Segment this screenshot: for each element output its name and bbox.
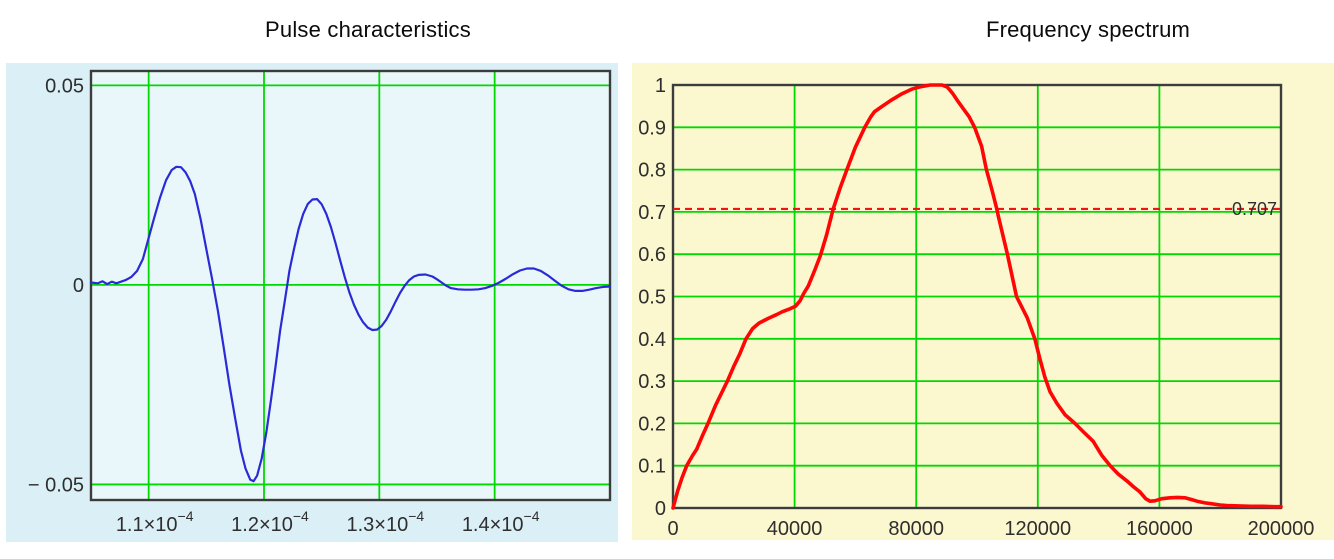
- pulse-curve: [89, 165, 612, 483]
- x-tick-label: 1.4×10−4: [462, 508, 540, 536]
- x-tick-label: 80000: [888, 518, 944, 540]
- spectrum-curve: [671, 83, 1283, 510]
- y-tick-label: 0.5: [638, 287, 666, 309]
- y-tick-label: 0.7: [638, 202, 666, 224]
- spectrum-chart-panel: 0 40000 80000 120000 160000 200000 1 0.9 0.8 0.7 0…: [632, 63, 1334, 540]
- y-tick-label: − 0.05: [28, 474, 84, 496]
- y-tick-label: 0.1: [638, 456, 666, 478]
- pulse-chart-title: Pulse characteristics: [265, 17, 471, 42]
- x-tick-label: 1.1×10−4: [116, 508, 194, 536]
- y-tick-label: 0.05: [45, 75, 84, 97]
- spectrum-chart-plot: 0 40000 80000 120000 160000 20000010.90.80.70…: [632, 63, 1334, 540]
- y-tick-label: 0.8: [638, 160, 666, 182]
- pulse-chart-plot: 1.1×10−4 1.2×10−4 1.3×10−4 1.4×10−4 0.05 0 − 0…: [6, 63, 618, 542]
- x-tick-label: 0: [667, 518, 678, 540]
- y-tick-label: 0: [655, 498, 666, 520]
- y-tick-label: 0.2: [638, 413, 666, 435]
- x-tick-label: 1.3×10−4: [346, 508, 424, 536]
- cutoff-ref-label: 0.707: [1232, 199, 1277, 219]
- pulse-chart-panel: 1.1×10−4 1.2×10−4 1.3×10−4 1.4×10−4 0.05 0 − 0…: [6, 63, 618, 542]
- y-tick-label: 0.6: [638, 244, 666, 266]
- y-tick-label: 0.4: [638, 329, 666, 351]
- y-tick-label: 0: [73, 275, 84, 297]
- x-tick-label: 1.2×10−4: [231, 508, 309, 536]
- x-tick-label: 120000: [1004, 518, 1071, 540]
- y-tick-label: 0.9: [638, 117, 666, 139]
- y-tick-label: 0.3: [638, 371, 666, 393]
- plot-border: [671, 83, 1283, 510]
- y-tick-label: 1: [655, 75, 666, 97]
- spectrum-chart-title: Frequency spectrum: [985, 17, 1191, 42]
- x-tick-label: 200000: [1248, 518, 1315, 540]
- x-tick-label: 160000: [1126, 518, 1193, 540]
- x-tick-label: 40000: [767, 518, 823, 540]
